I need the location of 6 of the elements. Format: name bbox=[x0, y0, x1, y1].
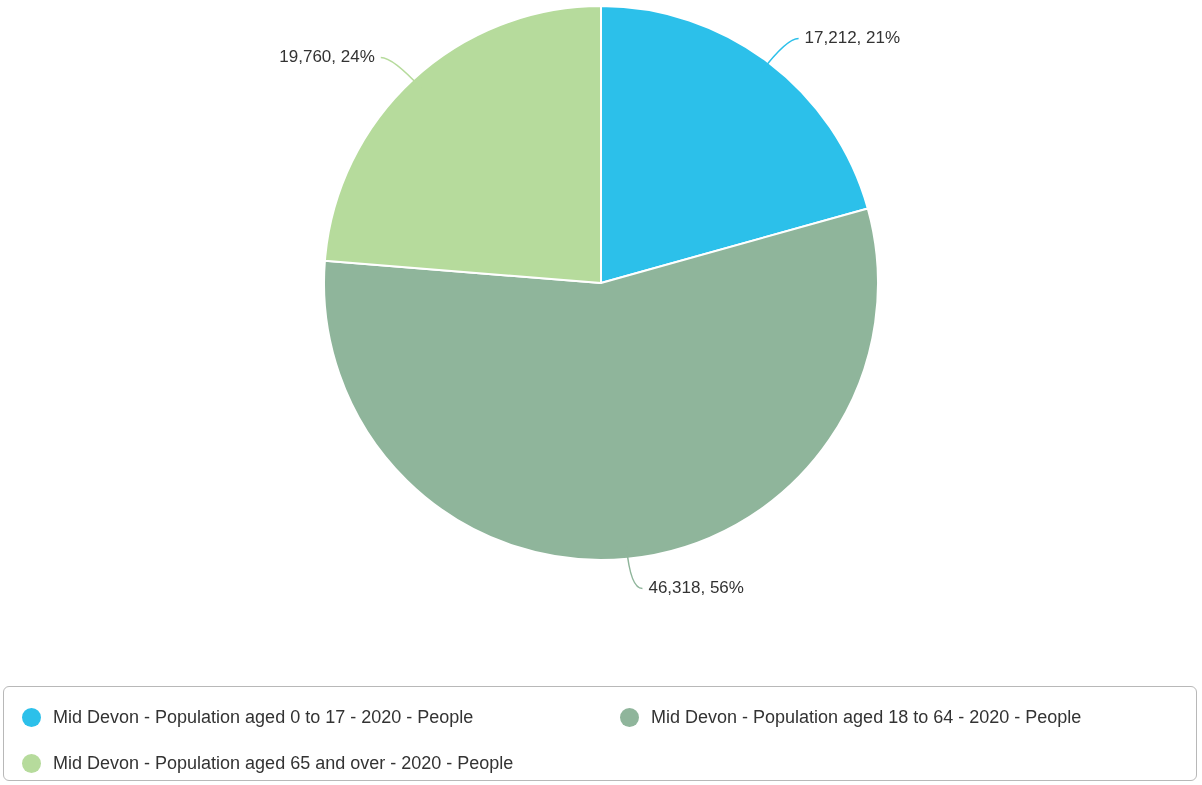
data-label: 19,760, 24% bbox=[279, 47, 375, 67]
data-label: 46,318, 56% bbox=[648, 578, 744, 598]
legend-label: Mid Devon - Population aged 0 to 17 - 2020 - People bbox=[53, 706, 474, 728]
legend-label: Mid Devon - Population aged 65 and over - 2020 - People bbox=[53, 753, 514, 775]
legend-label: Mid Devon - Population aged 18 to 64 - 2020 - People bbox=[651, 706, 1082, 728]
data-label: 17,212, 21% bbox=[804, 28, 901, 48]
